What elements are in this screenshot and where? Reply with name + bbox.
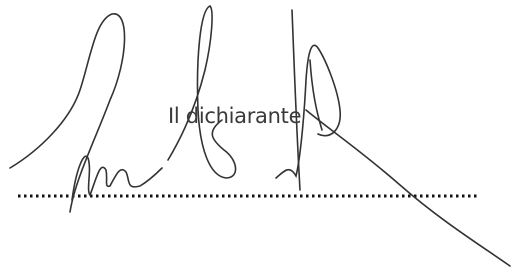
signature-stroke [168, 6, 236, 178]
page: Il dichiarante (() => { const data = JSO… [0, 0, 522, 277]
signature-stroke [10, 14, 125, 212]
signature [10, 6, 510, 266]
signature-stroke [310, 60, 322, 130]
signature-label: Il dichiarante [168, 104, 301, 128]
signature-stroke [306, 110, 510, 266]
signature-area [0, 0, 522, 277]
